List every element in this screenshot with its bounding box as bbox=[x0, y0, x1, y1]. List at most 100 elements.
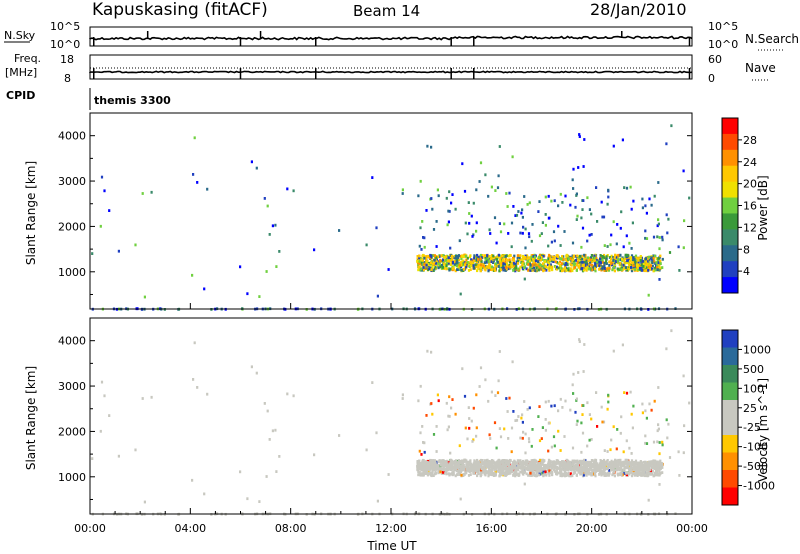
power-cell bbox=[678, 269, 681, 272]
power-cell bbox=[593, 256, 596, 260]
power-cell bbox=[466, 256, 469, 260]
power-cell bbox=[445, 196, 448, 200]
velocity-cell bbox=[581, 462, 584, 465]
velocity-cell bbox=[591, 471, 594, 475]
velocity-cell bbox=[521, 413, 524, 417]
velocity-cell bbox=[489, 468, 492, 472]
power-cell bbox=[529, 264, 532, 267]
velocity-cell bbox=[656, 463, 659, 467]
velocity-cell bbox=[660, 461, 663, 465]
power-cell bbox=[581, 264, 584, 267]
power-cell bbox=[417, 265, 420, 269]
power-cell bbox=[552, 230, 556, 234]
velocity-cell bbox=[658, 483, 661, 486]
power-cell bbox=[591, 268, 594, 272]
power-cell bbox=[644, 257, 647, 261]
velocity-cell bbox=[641, 465, 644, 468]
power-cell bbox=[271, 224, 274, 228]
velocity-cell bbox=[99, 429, 102, 433]
velocity-cell bbox=[621, 473, 624, 477]
velocity-cell bbox=[644, 409, 647, 413]
power-cell bbox=[617, 255, 620, 259]
velocity-cell bbox=[446, 463, 449, 467]
power-cell bbox=[608, 264, 611, 267]
velocity-cell bbox=[473, 464, 477, 468]
velocity-cell bbox=[652, 440, 656, 444]
power-cell bbox=[420, 258, 423, 262]
power-cell bbox=[420, 248, 423, 251]
power-cell bbox=[472, 233, 475, 237]
power-cell bbox=[473, 254, 476, 258]
velocity-cell bbox=[472, 438, 475, 442]
velocity-cell bbox=[428, 463, 431, 466]
velocity-cell bbox=[436, 393, 439, 397]
power-cell bbox=[560, 262, 564, 265]
velocity-cell bbox=[569, 472, 572, 476]
power-cell bbox=[549, 264, 552, 268]
power-cell bbox=[626, 259, 629, 263]
noise-right-tick-bottom: 10^0 bbox=[708, 38, 738, 51]
velocity-cell bbox=[655, 468, 658, 472]
power-cell bbox=[643, 265, 646, 269]
power-cell bbox=[553, 258, 556, 261]
power-cell bbox=[637, 268, 640, 271]
power-cell bbox=[648, 258, 651, 262]
power-cell bbox=[639, 255, 642, 258]
date-label: 28/Jan/2010 bbox=[590, 0, 687, 19]
power-cell bbox=[432, 269, 435, 272]
velocity-cell bbox=[608, 472, 611, 475]
velocity-cell bbox=[634, 459, 638, 463]
power-cell bbox=[631, 267, 634, 271]
power-cell bbox=[487, 260, 490, 263]
power-cell bbox=[447, 220, 450, 224]
velocity-cell bbox=[509, 470, 512, 473]
velocity-cell bbox=[457, 459, 461, 462]
power-cell bbox=[476, 253, 479, 257]
velocity-cell bbox=[598, 473, 601, 476]
velocity-cell bbox=[447, 425, 450, 429]
power-cell bbox=[639, 268, 642, 272]
power-cell bbox=[637, 266, 640, 269]
power-cell bbox=[616, 267, 619, 271]
power-cell bbox=[477, 267, 480, 271]
power-cell bbox=[652, 254, 655, 258]
power-cell bbox=[612, 259, 615, 262]
power-cell bbox=[578, 266, 581, 269]
velocity-cell bbox=[421, 425, 424, 428]
power-cell bbox=[423, 255, 426, 258]
velocity-cell bbox=[387, 473, 390, 476]
velocity-cell bbox=[545, 473, 548, 477]
velocity-cell bbox=[548, 459, 551, 462]
velocity-cell bbox=[657, 423, 660, 427]
power-cell bbox=[419, 179, 422, 183]
power-cell bbox=[454, 254, 458, 258]
velocity-cell bbox=[651, 469, 654, 473]
velocity-cell bbox=[454, 461, 457, 464]
velocity-cell bbox=[442, 468, 445, 472]
freq-label-line2: [MHz] bbox=[5, 66, 37, 79]
velocity-cell bbox=[477, 472, 480, 476]
power-cell bbox=[557, 266, 560, 270]
velocity-cell bbox=[595, 466, 598, 470]
velocity-cell bbox=[553, 404, 556, 408]
velocity-cell bbox=[626, 465, 630, 469]
power-cell bbox=[425, 260, 428, 264]
velocity-cell bbox=[511, 464, 514, 468]
power-cell bbox=[508, 265, 511, 269]
power-cell bbox=[583, 138, 586, 141]
velocity-cell bbox=[479, 474, 482, 478]
velocity-cell bbox=[531, 428, 534, 431]
velocity-cell bbox=[497, 461, 500, 465]
power-cell bbox=[529, 259, 532, 263]
velocity-cell bbox=[620, 469, 623, 473]
velocity-cell bbox=[634, 465, 637, 468]
x-tick-label: 00:00 bbox=[676, 522, 708, 535]
velocity-cell bbox=[572, 464, 575, 468]
power-cell bbox=[468, 265, 471, 268]
power-cell bbox=[451, 257, 454, 261]
power-cell bbox=[447, 267, 450, 271]
cpid-value: themis 3300 bbox=[94, 94, 171, 107]
power-cell bbox=[661, 257, 664, 261]
power-cell bbox=[564, 258, 568, 262]
velocity-cell bbox=[607, 400, 610, 404]
